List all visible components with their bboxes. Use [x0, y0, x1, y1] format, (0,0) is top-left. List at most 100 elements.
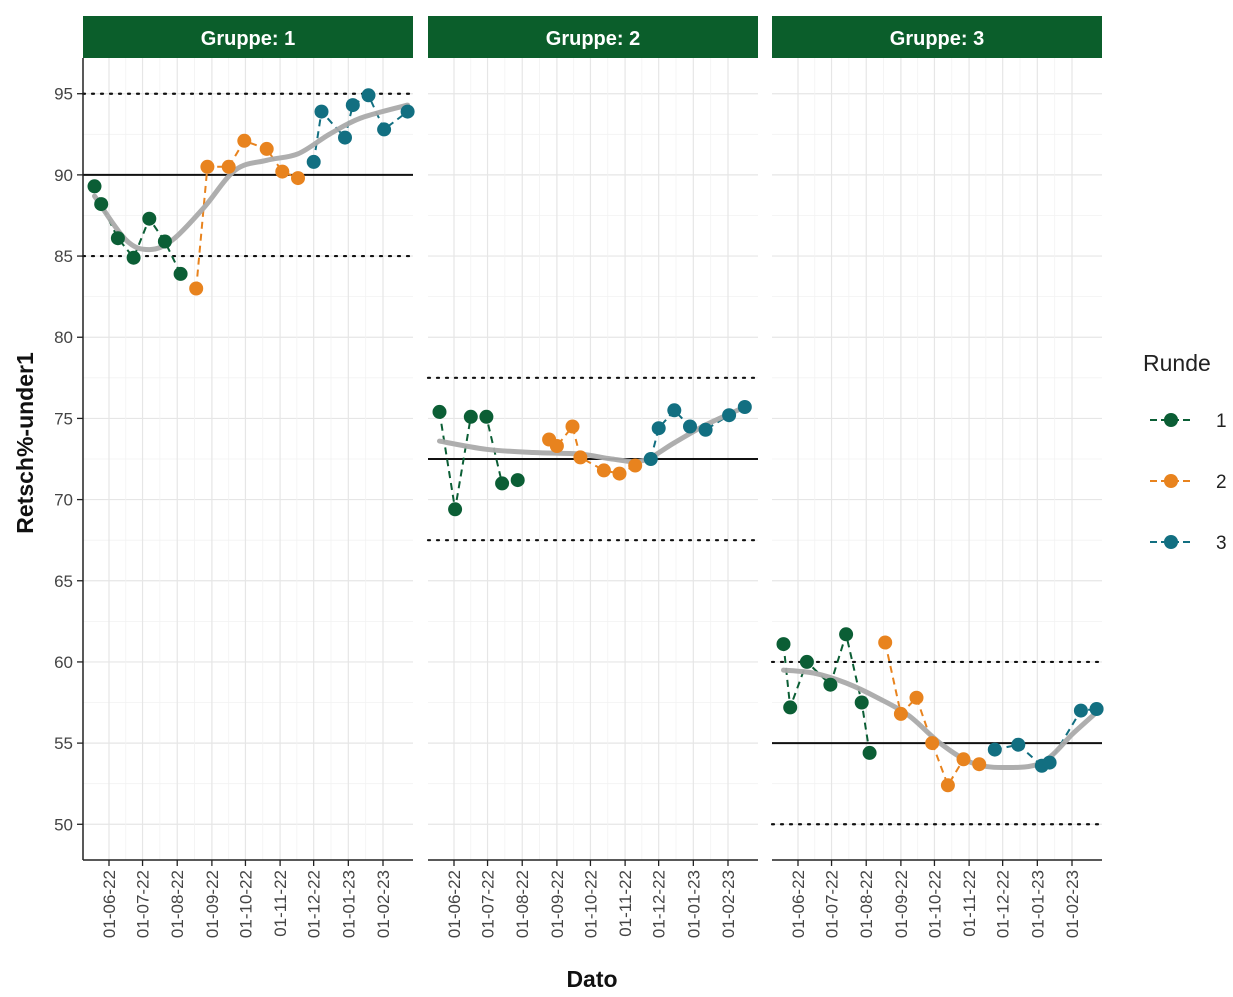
x-tick-label: 01-08-22 [857, 870, 876, 938]
data-point-runde-1 [448, 502, 463, 517]
legend-key-point [1164, 535, 1178, 549]
data-point-runde-1 [126, 250, 141, 265]
data-point-runde-3 [722, 408, 737, 423]
data-point-runde-1 [495, 476, 510, 491]
data-point-runde-2 [189, 281, 204, 296]
x-tick-label: 01-12-22 [305, 870, 324, 938]
data-point-runde-1 [87, 179, 102, 194]
data-point-runde-1 [862, 745, 877, 760]
data-point-runde-3 [361, 88, 376, 103]
data-point-runde-2 [549, 439, 564, 453]
data-point-runde-2 [893, 706, 908, 721]
data-point-runde-2 [878, 635, 893, 650]
data-point-runde-2 [972, 757, 987, 772]
x-tick-label: 01-10-22 [236, 870, 255, 938]
data-point-runde-1 [776, 637, 791, 652]
x-tick-label: 01-11-22 [271, 870, 290, 937]
data-point-runde-1 [823, 677, 838, 692]
data-point-runde-2 [612, 466, 627, 481]
x-tick-label: 01-01-23 [1028, 870, 1047, 938]
data-point-runde-3 [345, 98, 360, 113]
data-point-runde-2 [628, 458, 643, 473]
data-point-runde-1 [799, 654, 814, 669]
data-point-runde-3 [651, 421, 666, 436]
x-tick-label: 01-07-22 [134, 870, 153, 938]
series-line-runde-1 [782, 630, 871, 754]
y-tick-label: 50 [54, 815, 73, 834]
data-point-runde-2 [237, 133, 252, 148]
facet-strip-label: Gruppe: 2 [546, 28, 640, 50]
data-point-runde-2 [925, 736, 940, 751]
legend-label: 3 [1216, 533, 1227, 554]
y-tick-label: 85 [54, 247, 73, 266]
facet-strip-label: Gruppe: 3 [890, 28, 984, 50]
x-axis-label: Dato [566, 966, 617, 992]
series-line-runde-3 [312, 93, 409, 163]
data-point-runde-2 [275, 164, 290, 179]
x-tick-label: 01-06-22 [100, 870, 119, 938]
panel-layer: Gruppe: 1 Gruppe: 2 Gruppe: 3 [81, 16, 1104, 860]
x-tick-label: 01-02-23 [374, 870, 393, 938]
x-tick-label: 01-01-23 [339, 870, 358, 938]
legend-key-point [1164, 474, 1178, 488]
axis-layer: 01-06-22 01-07-22 01-08-22 01-09-22 01-10-22… [54, 58, 1102, 938]
data-point-runde-3 [338, 130, 352, 145]
data-point-runde-3 [1011, 737, 1026, 752]
data-point-runde-3 [698, 422, 713, 437]
x-tick-label: 01-09-22 [548, 870, 567, 938]
data-point-runde-1 [510, 473, 525, 488]
data-point-runde-1 [110, 231, 125, 246]
data-point-runde-1 [783, 700, 798, 715]
y-tick-label: 80 [54, 328, 73, 347]
x-tick-label: 01-07-22 [479, 870, 498, 938]
x-tick-label: 01-10-22 [581, 870, 600, 938]
x-tick-label: 01-12-22 [994, 870, 1013, 938]
facet-panel-3: Gruppe: 3 [770, 16, 1104, 860]
y-tick-label: 95 [54, 85, 73, 104]
data-point-runde-2 [596, 463, 611, 478]
data-point-runde-3 [737, 400, 752, 414]
data-point-runde-3 [1089, 702, 1104, 716]
facet-strip-label: Gruppe: 1 [201, 28, 295, 50]
series-line-runde-1 [438, 411, 518, 510]
facet-strip [428, 16, 758, 58]
legend-title: Runde [1143, 350, 1211, 376]
x-tick-label: 01-06-22 [789, 870, 808, 938]
x-tick-label: 01-07-22 [823, 870, 842, 938]
data-point-runde-2 [259, 141, 274, 156]
legend-label: 2 [1216, 472, 1227, 493]
legend-entry-runde-2: 2 [1150, 472, 1227, 493]
legend-label: 1 [1216, 411, 1227, 432]
data-point-runde-1 [142, 211, 157, 226]
data-point-runde-1 [479, 409, 494, 424]
gridlines [83, 58, 413, 860]
data-point-runde-1 [463, 409, 478, 424]
data-point-runde-2 [221, 159, 236, 174]
y-tick-label: 70 [54, 491, 73, 510]
smooth-trend-line [781, 667, 1100, 771]
y-tick-label: 55 [54, 734, 73, 753]
legend: Runde 1 2 3 [1143, 350, 1227, 554]
data-point-runde-3 [667, 403, 682, 418]
data-point-runde-3 [400, 104, 415, 119]
x-tick-label: 01-08-22 [513, 870, 532, 938]
x-tick-label: 01-01-23 [684, 870, 703, 938]
data-point-runde-2 [291, 171, 305, 186]
data-point-runde-3 [314, 104, 329, 119]
x-tick-label: 01-11-22 [960, 870, 979, 937]
facet-panel-2: Gruppe: 2 [426, 16, 760, 860]
data-point-runde-1 [157, 234, 172, 249]
smooth-trend-line [92, 102, 411, 253]
data-point-runde-1 [854, 695, 869, 710]
data-point-runde-1 [839, 627, 854, 642]
y-tick-label: 75 [54, 409, 73, 428]
data-point-runde-3 [1073, 703, 1088, 718]
x-tick-label: 01-06-22 [445, 870, 464, 938]
y-axis-label: Retsch%-under1 [12, 352, 38, 534]
x-tick-label: 01-10-22 [925, 870, 944, 938]
legend-key-point [1164, 413, 1178, 427]
data-point-runde-3 [643, 452, 658, 466]
facet-strip [772, 16, 1102, 58]
x-tick-label: 01-08-22 [168, 870, 187, 938]
